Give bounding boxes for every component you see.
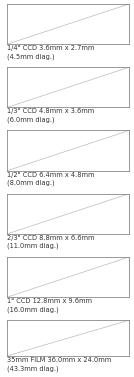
Text: 1/3" CCD 4.8mm x 3.6mm
(6.0mm diag.): 1/3" CCD 4.8mm x 3.6mm (6.0mm diag.) <box>7 109 94 123</box>
Text: 1" CCD 12.8mm x 9.6mm
(16.0mm diag.): 1" CCD 12.8mm x 9.6mm (16.0mm diag.) <box>7 298 92 313</box>
Text: 1/2" CCD 6.4mm x 4.8mm
(8.0mm diag.): 1/2" CCD 6.4mm x 4.8mm (8.0mm diag.) <box>7 172 94 186</box>
Text: 1/4" CCD 3.6mm x 2.7mm
(4.5mm diag.): 1/4" CCD 3.6mm x 2.7mm (4.5mm diag.) <box>7 45 94 60</box>
Text: 35mm FILM 36.0mm x 24.0mm
(43.3mm diag.): 35mm FILM 36.0mm x 24.0mm (43.3mm diag.) <box>7 357 111 371</box>
Text: 2/3" CCD 8.8mm x 6.6mm
(11.0mm diag.): 2/3" CCD 8.8mm x 6.6mm (11.0mm diag.) <box>7 235 94 250</box>
